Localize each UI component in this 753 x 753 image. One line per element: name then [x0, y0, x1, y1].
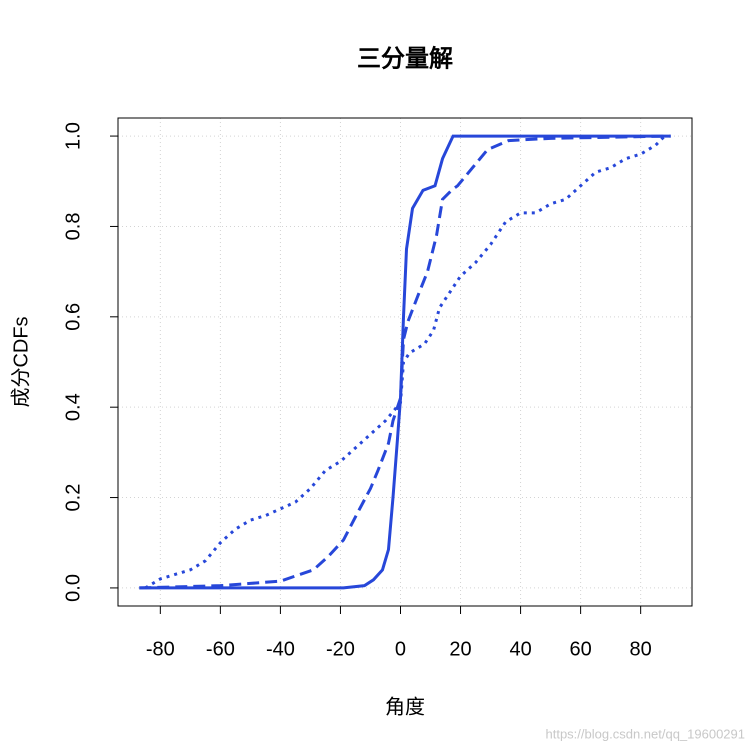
x-tick-label: 80	[630, 638, 652, 660]
y-tick-label: 0.0	[62, 574, 84, 602]
cdf-line	[139, 134, 671, 590]
y-tick-label: 0.6	[62, 303, 84, 331]
x-tick-label: -40	[266, 638, 295, 660]
x-tick-label: 0	[395, 638, 406, 660]
y-axis-label: 成分CDFs	[9, 316, 32, 407]
x-tick-label: -60	[206, 638, 235, 660]
y-tick-label: 0.8	[62, 213, 84, 241]
cdf-line	[139, 134, 671, 590]
plot-frame	[117, 117, 693, 607]
x-tick-label: 40	[509, 638, 531, 660]
y-tick-label: 1.0	[62, 122, 84, 150]
chart-title: 三分量解	[357, 44, 453, 72]
y-tick-label: 0.4	[62, 393, 84, 421]
x-tick-label: 60	[569, 638, 591, 660]
x-axis-label: 角度	[385, 695, 425, 718]
x-tick-label: -20	[326, 638, 355, 660]
cdf-line	[144, 135, 666, 590]
watermark: https://blog.csdn.net/qq_19600291	[546, 726, 746, 741]
x-tick-label: 20	[449, 638, 471, 660]
x-tick-label: -80	[146, 638, 175, 660]
y-tick-label: 0.2	[62, 484, 84, 512]
